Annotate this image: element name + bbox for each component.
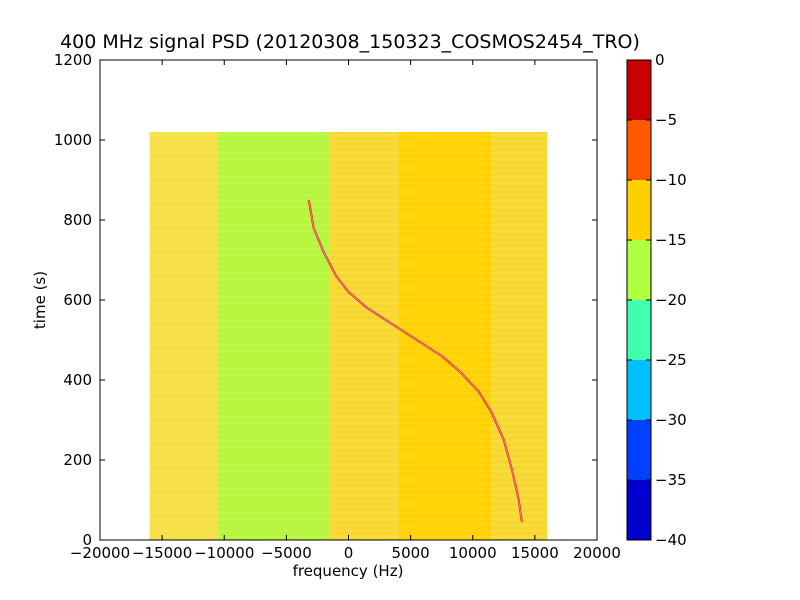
y-tick-label: 0 [82, 531, 92, 549]
axes: −20000 −15000 −10000 −5000 0 5000 10000 15000 20… [54, 51, 621, 562]
colorbar-segment [627, 300, 651, 360]
x-tick-label: −20000 [70, 544, 130, 562]
y-tick-label: 800 [63, 211, 92, 229]
x-axis-label: frequency (Hz) [293, 562, 404, 580]
x-tick-label: 10000 [449, 544, 497, 562]
chart-title: 400 MHz signal PSD (20120308_150323_COSM… [60, 31, 640, 53]
heatmap-band-4 [491, 132, 548, 540]
colorbar-segment [627, 180, 651, 240]
colorbar-tick-label: −15 [655, 231, 687, 249]
y-tick-label: 400 [63, 371, 92, 389]
colorbar-tick-label: −10 [655, 171, 687, 189]
x-tick-label: 5000 [392, 544, 430, 562]
y-tick-label: 600 [63, 291, 92, 309]
x-tick-label: 20000 [573, 544, 621, 562]
colorbar-tick-label: 0 [655, 51, 665, 69]
x-tick-label: −10000 [194, 544, 254, 562]
x-tick-label: −15000 [132, 544, 192, 562]
colorbar-tick-label: −5 [655, 111, 677, 129]
colorbar-segment [627, 480, 651, 540]
colorbar-segment [627, 420, 651, 480]
colorbar: −40 −35 −30 −25 −20 −15 −10 −5 0 [626, 51, 687, 549]
y-tick-label: 1200 [54, 51, 92, 69]
colorbar-tick-label: −25 [655, 351, 687, 369]
x-tick-label: −5000 [261, 544, 312, 562]
x-tick-label: 0 [344, 544, 354, 562]
heatmap-band-2 [329, 132, 399, 540]
colorbar-tick-label: −30 [655, 411, 687, 429]
heatmap-band-3 [398, 132, 492, 540]
y-axis-label: time (s) [31, 271, 49, 329]
signal-trace-highlight [308, 199, 523, 523]
y-tick-label: 200 [63, 451, 92, 469]
x-tick-label: 15000 [511, 544, 559, 562]
colorbar-tick-label: −20 [655, 291, 687, 309]
heatmap-band-1 [218, 132, 330, 540]
heatmap-texture [149, 134, 548, 538]
colorbar-segment [627, 120, 651, 180]
heatmap-plot [149, 132, 548, 540]
heatmap-band-0 [149, 132, 219, 540]
colorbar-tick-label: −40 [655, 531, 687, 549]
colorbar-segment [627, 240, 651, 300]
y-tick-label: 1000 [54, 131, 92, 149]
colorbar-segment [627, 360, 651, 420]
colorbar-segment [627, 60, 651, 120]
colorbar-tick-label: −35 [655, 471, 687, 489]
